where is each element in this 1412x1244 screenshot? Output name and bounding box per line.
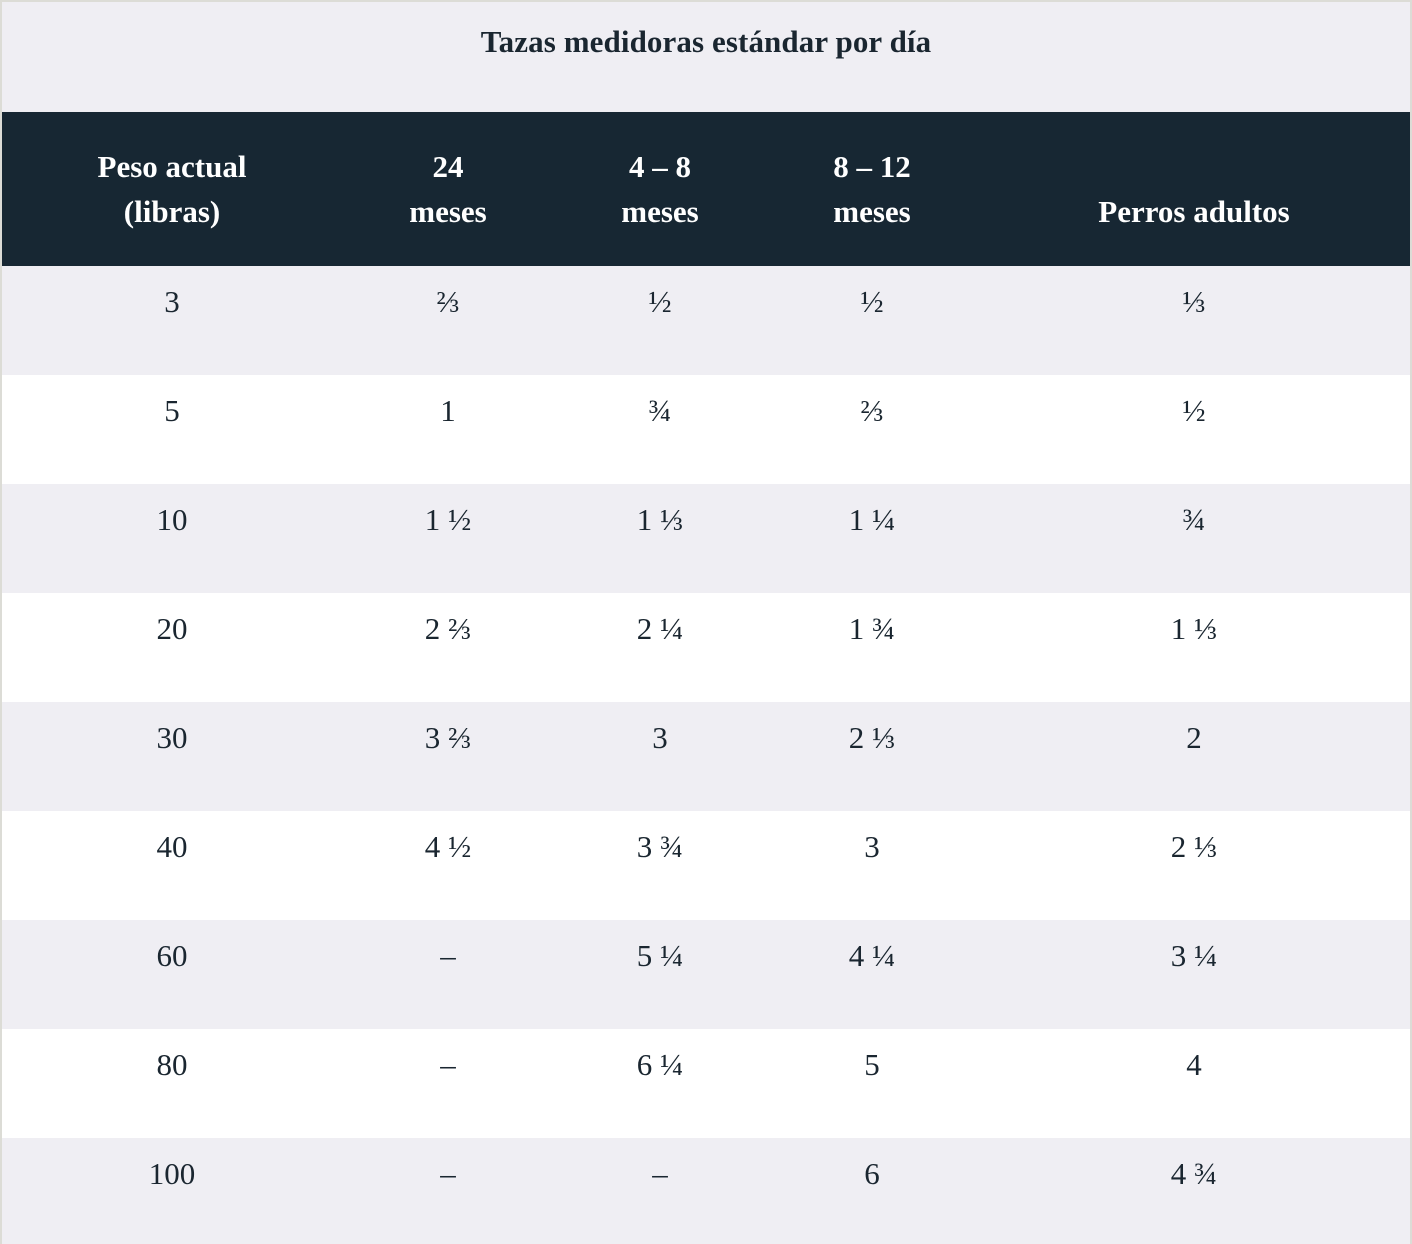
table-row: 3 ⅔ ½ ½ ⅓ [2, 266, 1410, 375]
cell-weight: 100 [148, 1156, 196, 1191]
cell-8-12-months: ⅔ [860, 393, 884, 428]
cell-24-months: – [440, 1156, 456, 1191]
header-24-months-line2: meses [409, 194, 487, 229]
cell-8-12-months: 4 ¼ [848, 938, 896, 973]
cell-weight: 80 [156, 1047, 188, 1082]
table-row: 5 1 ¾ ⅔ ½ [2, 375, 1410, 484]
cell-24-months: 1 [440, 393, 456, 428]
cell-adult: 1 ⅓ [1170, 611, 1218, 646]
cell-4-8-months: 3 ¾ [636, 829, 684, 864]
cell-24-months: 2 ⅔ [424, 611, 472, 646]
cell-24-months: 3 ⅔ [424, 720, 472, 755]
cell-24-months: – [440, 938, 456, 973]
cell-adult: ¾ [1182, 502, 1206, 537]
cell-weight: 40 [156, 829, 188, 864]
cell-4-8-months: ½ [648, 284, 672, 319]
cell-4-8-months: 5 ¼ [636, 938, 684, 973]
cell-weight: 5 [164, 393, 180, 428]
cell-weight: 20 [156, 611, 188, 646]
cell-8-12-months: 3 [864, 829, 880, 864]
cell-8-12-months: 1 ¼ [848, 502, 896, 537]
cell-4-8-months: 1 ⅓ [636, 502, 684, 537]
header-8-12-months-line1: 8 – 12 [833, 149, 911, 184]
header-row: Peso actual (libras) 24 meses 4 – 8 mese… [2, 112, 1410, 266]
header-24-months: 24 meses [342, 112, 554, 266]
header-adult-dogs: Perros adultos [978, 112, 1410, 266]
cell-adult: 4 ¾ [1170, 1156, 1218, 1191]
table-row: 100 – – 6 4 ¾ [2, 1138, 1410, 1244]
table-caption: Tazas medidoras estándar por día [480, 24, 932, 59]
header-weight-line2: (libras) [123, 194, 221, 229]
cell-8-12-months: 6 [864, 1156, 880, 1191]
cell-weight: 10 [156, 502, 188, 537]
header-24-months-line1: 24 [432, 149, 464, 184]
cell-8-12-months: 1 ¾ [848, 611, 896, 646]
cell-adult: ½ [1182, 393, 1206, 428]
table-row: 30 3 ⅔ 3 2 ⅓ 2 [2, 702, 1410, 811]
cell-weight: 60 [156, 938, 188, 973]
cell-4-8-months: 6 ¼ [636, 1047, 684, 1082]
cell-4-8-months: 3 [652, 720, 668, 755]
cell-24-months: – [440, 1047, 456, 1082]
header-4-8-months: 4 – 8 meses [554, 112, 766, 266]
cell-4-8-months: 2 ¼ [636, 611, 684, 646]
table-row: 20 2 ⅔ 2 ¼ 1 ¾ 1 ⅓ [2, 593, 1410, 702]
cell-8-12-months: 2 ⅓ [848, 720, 896, 755]
table-row: 40 4 ½ 3 ¾ 3 2 ⅓ [2, 811, 1410, 920]
header-8-12-months-line2: meses [833, 194, 911, 229]
table-row: 60 – 5 ¼ 4 ¼ 3 ¼ [2, 920, 1410, 1029]
cell-adult: 2 [1186, 720, 1202, 755]
cell-24-months: 4 ½ [424, 829, 472, 864]
table-row: 10 1 ½ 1 ⅓ 1 ¼ ¾ [2, 484, 1410, 593]
cell-weight: 30 [156, 720, 188, 755]
cell-24-months: 1 ½ [424, 502, 472, 537]
header-8-12-months: 8 – 12 meses [766, 112, 978, 266]
header-adult-dogs-label: Perros adultos [1098, 193, 1290, 229]
cell-adult: 4 [1186, 1047, 1202, 1082]
header-4-8-months-line1: 4 – 8 [629, 149, 691, 184]
cell-24-months: ⅔ [436, 284, 460, 319]
cell-8-12-months: 5 [864, 1047, 880, 1082]
cell-adult: 2 ⅓ [1170, 829, 1218, 864]
cell-4-8-months: ¾ [648, 393, 672, 428]
cell-adult: 3 ¼ [1170, 938, 1218, 973]
header-4-8-months-line2: meses [621, 194, 699, 229]
cell-weight: 3 [164, 284, 180, 319]
cell-8-12-months: ½ [860, 284, 884, 319]
header-weight-line1: Peso actual [97, 149, 247, 184]
feeding-table: Peso actual (libras) 24 meses 4 – 8 mese… [2, 112, 1410, 1244]
header-weight: Peso actual (libras) [2, 112, 342, 266]
cell-4-8-months: – [652, 1156, 668, 1191]
table-row: 80 – 6 ¼ 5 4 [2, 1029, 1410, 1138]
cell-adult: ⅓ [1182, 284, 1206, 319]
